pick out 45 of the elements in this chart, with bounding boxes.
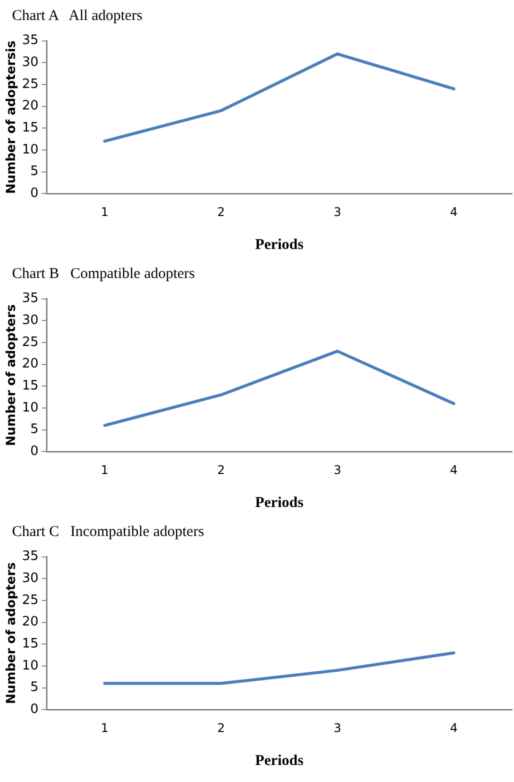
x-axis-title: Periods (255, 236, 304, 253)
x-tick-label: 1 (100, 720, 109, 735)
y-tick-label: 25 (22, 334, 39, 350)
x-tick-label: 2 (217, 462, 225, 477)
chart-title: Chart C Incompatible adopters (11, 523, 206, 542)
y-tick-label: 10 (22, 400, 39, 416)
y-tick-label: 15 (22, 120, 39, 136)
y-tick-label: 30 (22, 55, 39, 70)
y-tick-label: 35 (22, 291, 39, 306)
y-tick-label: 5 (30, 680, 39, 696)
chart-title: Chart B Compatible adopters (11, 265, 196, 284)
x-tick-label: 1 (100, 204, 109, 219)
x-tick-label: 4 (450, 204, 458, 219)
y-tick-label: 30 (22, 571, 39, 586)
y-tick-label: 20 (22, 98, 39, 114)
y-tick-label: 15 (22, 378, 39, 394)
y-axis-title: Number of adopters (2, 304, 18, 446)
y-tick-label: 0 (30, 444, 39, 459)
x-tick-label: 1 (100, 462, 109, 477)
y-tick-label: 25 (22, 76, 39, 92)
y-tick-label: 35 (22, 549, 39, 564)
y-tick-label: 25 (22, 592, 39, 608)
y-tick-label: 5 (30, 164, 39, 180)
x-tick-label: 2 (217, 204, 225, 219)
x-tick-label: 4 (450, 720, 458, 735)
y-tick-label: 30 (22, 313, 39, 328)
y-tick-label: 0 (30, 186, 39, 201)
x-axis-title: Periods (255, 494, 304, 511)
y-tick-label: 5 (30, 422, 39, 438)
y-axis-title: Number of adoptersis (2, 40, 18, 194)
x-tick-label: 3 (334, 204, 342, 219)
y-tick-label: 15 (22, 636, 39, 652)
x-tick-label: 3 (334, 462, 342, 477)
y-axis-title: Number of adopters (2, 562, 18, 704)
y-tick-label: 10 (22, 142, 39, 158)
y-tick-label: 20 (22, 356, 39, 372)
y-tick-label: 0 (30, 702, 39, 717)
x-axis-title: Periods (255, 752, 304, 769)
x-tick-label: 3 (334, 720, 342, 735)
y-tick-label: 10 (22, 658, 39, 674)
y-tick-label: 35 (22, 33, 39, 48)
chart-title: Chart A All adopters (11, 7, 144, 26)
x-tick-label: 2 (217, 720, 225, 735)
x-tick-label: 4 (450, 462, 458, 477)
y-tick-label: 20 (22, 614, 39, 630)
